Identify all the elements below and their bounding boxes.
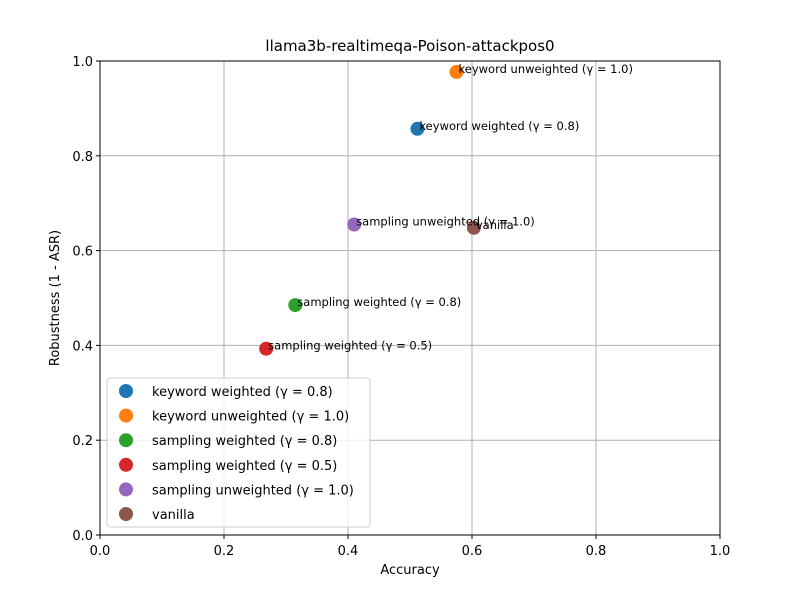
x-tick-label: 0.0 xyxy=(90,544,111,559)
legend: keyword weighted (γ = 0.8) keyword unweig… xyxy=(106,377,371,528)
legend-label: keyword unweighted (γ = 1.0) xyxy=(152,410,349,425)
legend-box xyxy=(106,377,371,528)
legend-label: sampling unweighted (γ = 1.0) xyxy=(152,483,354,498)
plot-frame xyxy=(99,60,721,536)
data-point xyxy=(466,220,481,235)
legend-marker xyxy=(119,408,133,423)
y-tick-label: 0.6 xyxy=(72,245,93,260)
data-point xyxy=(347,217,362,232)
point-annotation: sampling unweighted (γ = 1.0) xyxy=(356,215,535,229)
legend-label: keyword weighted (γ = 0.8) xyxy=(152,385,333,400)
data-point xyxy=(288,298,303,313)
legend-marker xyxy=(119,384,133,398)
annotations-layer: keyword weighted (γ = 0.8) keyword unweig… xyxy=(268,62,633,353)
legend-marker xyxy=(119,482,133,497)
x-axis-label: Accuracy xyxy=(380,563,440,578)
x-tick-label: 0.2 xyxy=(214,544,235,559)
x-tick-label: 0.8 xyxy=(586,544,607,559)
data-point xyxy=(259,341,274,356)
y-tick-label: 0.8 xyxy=(72,150,93,165)
y-tick-label: 0.4 xyxy=(72,339,93,354)
ticks-layer: 0.0 0.2 0.4 0.6 0.8 1.0 0.0 0.2 0.4 0.6 0.8 1.0 xyxy=(72,55,730,559)
y-tick-label: 1.0 xyxy=(72,55,93,70)
y-axis-label: Robustness (1 - ASR) xyxy=(48,230,63,366)
y-tick-label: 0.0 xyxy=(72,529,93,544)
point-annotation: vanilla xyxy=(476,218,514,232)
points-layer xyxy=(259,64,481,356)
legend-label: vanilla xyxy=(152,508,195,523)
legend-label: sampling weighted (γ = 0.5) xyxy=(152,459,337,474)
legend-marker xyxy=(119,507,133,521)
point-annotation: sampling weighted (γ = 0.8) xyxy=(297,295,461,309)
x-tick-label: 0.6 xyxy=(462,544,483,559)
x-tick-label: 0.4 xyxy=(338,544,359,559)
x-tick-label: 1.0 xyxy=(710,544,731,559)
point-annotation: keyword unweighted (γ = 1.0) xyxy=(459,62,633,76)
y-tick-label: 0.2 xyxy=(72,434,93,449)
chart-title: llama3b-realtimeqa-Poison-attackpos0 xyxy=(265,37,554,55)
point-annotation: keyword weighted (γ = 0.8) xyxy=(419,119,579,133)
data-point xyxy=(410,121,425,136)
legend-label: sampling weighted (γ = 0.8) xyxy=(152,434,337,449)
legend-marker xyxy=(119,457,133,472)
legend-marker xyxy=(119,433,133,448)
point-annotation: sampling weighted (γ = 0.5) xyxy=(268,339,432,353)
data-point xyxy=(449,64,464,79)
